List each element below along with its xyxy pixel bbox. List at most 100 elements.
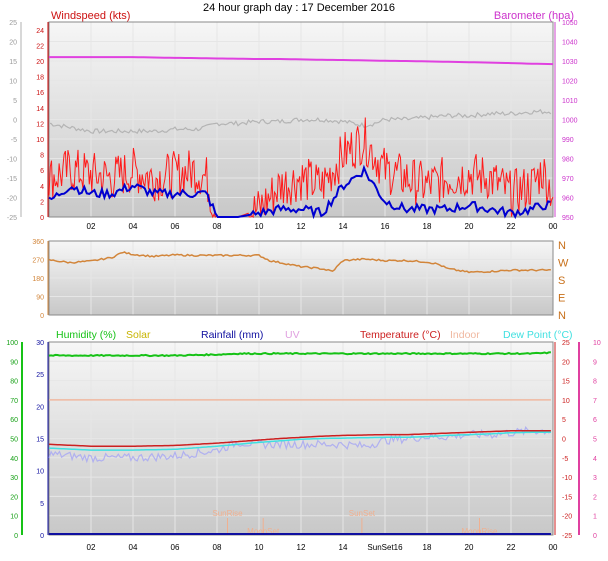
direction-tick-label: 0	[40, 313, 44, 320]
direction-tick-label: 180	[32, 276, 44, 283]
rainfall-tick-label: 0	[40, 533, 44, 540]
legend-dew-point: Dew Point (°C)	[503, 329, 573, 341]
humidity-tick-label: 10	[10, 514, 18, 521]
temp-far-tick-label: 0	[13, 118, 17, 125]
temp-far-tick-label: -5	[11, 137, 17, 144]
windspeed-tick-label: 12	[36, 121, 44, 128]
wind-x-tick-label: 12	[297, 222, 306, 231]
temp-far-tick-label: 15	[9, 59, 17, 66]
barometer-tick-label: 1050	[562, 20, 578, 27]
rainfall-tick-label: 15	[36, 437, 44, 444]
temperature-tick-label: -20	[562, 514, 572, 521]
wind-x-tick-label: 14	[339, 222, 348, 231]
rainfall-tick-label: 30	[36, 340, 44, 347]
temp-far-tick-label: 5	[13, 98, 17, 105]
windspeed-tick-label: 24	[36, 28, 44, 35]
sunset-annotation: SunSet	[349, 509, 376, 518]
barometer-axis-title: Barometer (hpa)	[494, 10, 574, 22]
temp-far-tick-label: 10	[9, 79, 17, 86]
rainfall-tick-label: 25	[36, 372, 44, 379]
temperature-line	[48, 430, 551, 447]
windspeed-tick-label: 20	[36, 59, 44, 66]
legend-temperature: Temperature (°C)	[360, 329, 441, 341]
climate-x-tick-label: 12	[297, 543, 306, 552]
climate-x-tick-label: 20	[465, 543, 474, 552]
direction-tick-label: 360	[32, 239, 44, 246]
temperature-grey-line	[48, 108, 552, 135]
windspeed-tick-label: 4	[40, 184, 44, 191]
sunrise-annotation: SunRise	[212, 509, 243, 518]
wind-x-tick-label: 06	[171, 222, 180, 231]
humidity-tick-label: 80	[10, 379, 18, 386]
climate-x-tick-label: SunSet16	[367, 543, 403, 552]
climate-x-tick-label: 22	[507, 543, 516, 552]
uv-tick-label: 4	[593, 456, 597, 463]
direction-tick-label: 270	[32, 258, 44, 265]
temperature-tick-label: -10	[562, 475, 572, 482]
climate-x-tick-label: 02	[87, 543, 96, 552]
uv-tick-label: 0	[593, 533, 597, 540]
compass-label: N	[558, 240, 566, 252]
barometer-line	[49, 56, 554, 66]
compass-label: W	[558, 258, 569, 270]
windspeed-tick-label: 22	[36, 43, 44, 50]
temp-far-tick-label: 20	[9, 40, 17, 47]
legend-solar: Solar	[126, 329, 151, 341]
windspeed-tick-label: 10	[36, 137, 44, 144]
humidity-tick-label: 100	[6, 340, 18, 347]
page-title: 24 hour graph day : 17 December 2016	[203, 2, 395, 14]
temperature-tick-label: 0	[562, 437, 566, 444]
direction-panel-frame	[48, 240, 554, 316]
uv-tick-label: 5	[593, 437, 597, 444]
climate-x-tick-label: 18	[423, 543, 432, 552]
temp-far-tick-label: -25	[7, 215, 17, 222]
uv-tick-label: 10	[593, 340, 601, 347]
humidity-tick-label: 50	[10, 437, 18, 444]
temperature-tick-label: 10	[562, 398, 570, 405]
climate-x-tick-label: 00	[549, 543, 558, 552]
compass-label: S	[558, 275, 565, 287]
humidity-line	[48, 351, 551, 358]
temp-far-tick-label: -20	[7, 196, 17, 203]
barometer-tick-label: 990	[562, 137, 574, 144]
temp-far-tick-label: 25	[9, 20, 17, 27]
climate-x-tick-label: 06	[171, 543, 180, 552]
legend-humidity: Humidity (%)	[56, 329, 116, 341]
wind-x-tick-label: 22	[507, 222, 516, 231]
uv-tick-label: 1	[593, 514, 597, 521]
humidity-tick-label: 60	[10, 417, 18, 424]
humidity-tick-label: 30	[10, 475, 18, 482]
windspeed-tick-label: 2	[40, 199, 44, 206]
barometer-tick-label: 980	[562, 157, 574, 164]
climate-x-tick-label: 08	[213, 543, 222, 552]
uv-tick-label: 6	[593, 417, 597, 424]
moonset-annotation: MoonSet	[247, 527, 280, 536]
barometer-tick-label: 950	[562, 215, 574, 222]
temperature-tick-label: 20	[562, 359, 570, 366]
windspeed-tick-label: 8	[40, 153, 44, 160]
compass-label: N	[558, 310, 566, 322]
climate-x-tick-label: 04	[129, 543, 138, 552]
temperature-tick-label: 25	[562, 340, 570, 347]
temp-far-tick-label: -10	[7, 157, 17, 164]
direction-tick-label: 90	[36, 295, 44, 302]
rainfall-tick-label: 5	[40, 501, 44, 508]
humidity-tick-label: 0	[14, 533, 18, 540]
legend-rainfall: Rainfall (mm)	[201, 329, 263, 341]
wind-average-line	[48, 164, 551, 220]
moonrise-annotation: MoonRise	[461, 527, 498, 536]
windspeed-tick-label: 18	[36, 75, 44, 82]
wind-x-tick-label: 02	[87, 222, 96, 231]
barometer-tick-label: 960	[562, 196, 574, 203]
uv-tick-label: 2	[593, 494, 597, 501]
windspeed-tick-label: 6	[40, 168, 44, 175]
temperature-tick-label: -15	[562, 494, 572, 501]
wind-x-tick-label: 16	[381, 222, 390, 231]
wind-panel-frame	[48, 21, 554, 218]
barometer-tick-label: 970	[562, 176, 574, 183]
wind-x-tick-label: 20	[465, 222, 474, 231]
humidity-tick-label: 40	[10, 456, 18, 463]
compass-label: E	[558, 293, 565, 305]
temperature-tick-label: -25	[562, 533, 572, 540]
